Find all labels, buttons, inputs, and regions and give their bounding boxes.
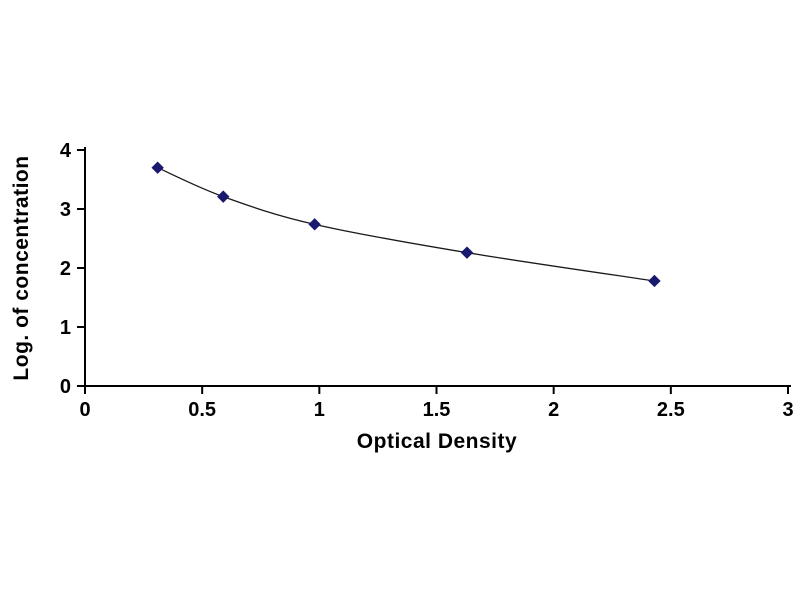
data-point-marker bbox=[151, 161, 164, 174]
y-tick-label: 4 bbox=[60, 140, 72, 162]
y-tick-label: 2 bbox=[60, 258, 71, 280]
x-tick-label: 1 bbox=[314, 399, 325, 421]
y-tick-label: 1 bbox=[60, 317, 71, 339]
data-point-marker bbox=[308, 218, 321, 231]
x-tick-label: 0.5 bbox=[188, 399, 216, 421]
x-tick-label: 1.5 bbox=[423, 399, 451, 421]
x-tick-label: 2.5 bbox=[657, 399, 685, 421]
y-tick-label: 0 bbox=[60, 376, 71, 398]
x-tick-label: 0 bbox=[79, 399, 90, 421]
y-tick-label: 3 bbox=[60, 199, 71, 221]
curve-line bbox=[157, 167, 655, 282]
x-tick-label: 2 bbox=[548, 399, 559, 421]
data-point-marker bbox=[648, 274, 661, 288]
data-point-marker bbox=[460, 246, 474, 259]
x-axis-label: Optical Density bbox=[356, 430, 518, 453]
y-axis-label: Log. of concentration bbox=[10, 155, 33, 381]
x-tick-label: 3 bbox=[782, 399, 793, 421]
data-point-marker bbox=[217, 190, 230, 203]
